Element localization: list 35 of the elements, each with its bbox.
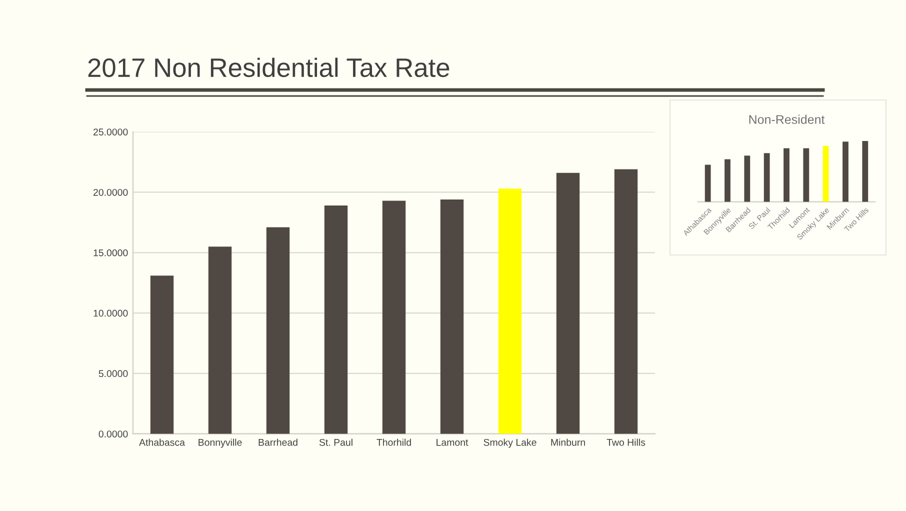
y-tick-label: 10.0000 xyxy=(94,310,128,317)
x-tick-label: Smoky Lake xyxy=(484,438,536,448)
bar xyxy=(724,159,730,202)
bar xyxy=(822,146,829,202)
y-tick-label: 5.0000 xyxy=(98,370,128,378)
x-tick-label: Minburn xyxy=(551,438,585,446)
bar xyxy=(704,164,711,202)
bar xyxy=(784,148,790,202)
x-tick-label: Thorhild xyxy=(376,438,411,446)
bar xyxy=(614,169,638,434)
x-tick-label: Athabasca xyxy=(139,438,185,446)
x-tick-label: St. Paul xyxy=(319,438,352,446)
chart-title: Non-Resident xyxy=(749,114,825,124)
y-tick-label: 25.0000 xyxy=(93,128,128,136)
bar xyxy=(862,140,868,202)
x-tick-label: Bonnyville xyxy=(198,438,242,448)
y-tick-label: 15.0000 xyxy=(94,249,128,256)
bar xyxy=(556,172,580,434)
bar xyxy=(803,148,810,202)
bar xyxy=(208,246,232,434)
chart-title: 2017 Non Residential Tax Rate xyxy=(88,58,450,78)
x-tick-label: Barrhead xyxy=(258,438,298,446)
bar xyxy=(744,156,750,202)
x-tick-label: Lamont xyxy=(436,439,468,446)
y-tick-label: 0.0000 xyxy=(98,430,128,438)
bar xyxy=(266,227,290,434)
bar xyxy=(324,206,348,434)
bar xyxy=(764,153,770,202)
bar xyxy=(842,142,848,202)
bar xyxy=(150,276,174,434)
bar xyxy=(382,200,406,434)
bar xyxy=(498,188,522,434)
x-tick-label: Two Hills xyxy=(606,438,646,446)
bar xyxy=(440,199,464,434)
y-tick-label: 20.0000 xyxy=(93,188,128,196)
